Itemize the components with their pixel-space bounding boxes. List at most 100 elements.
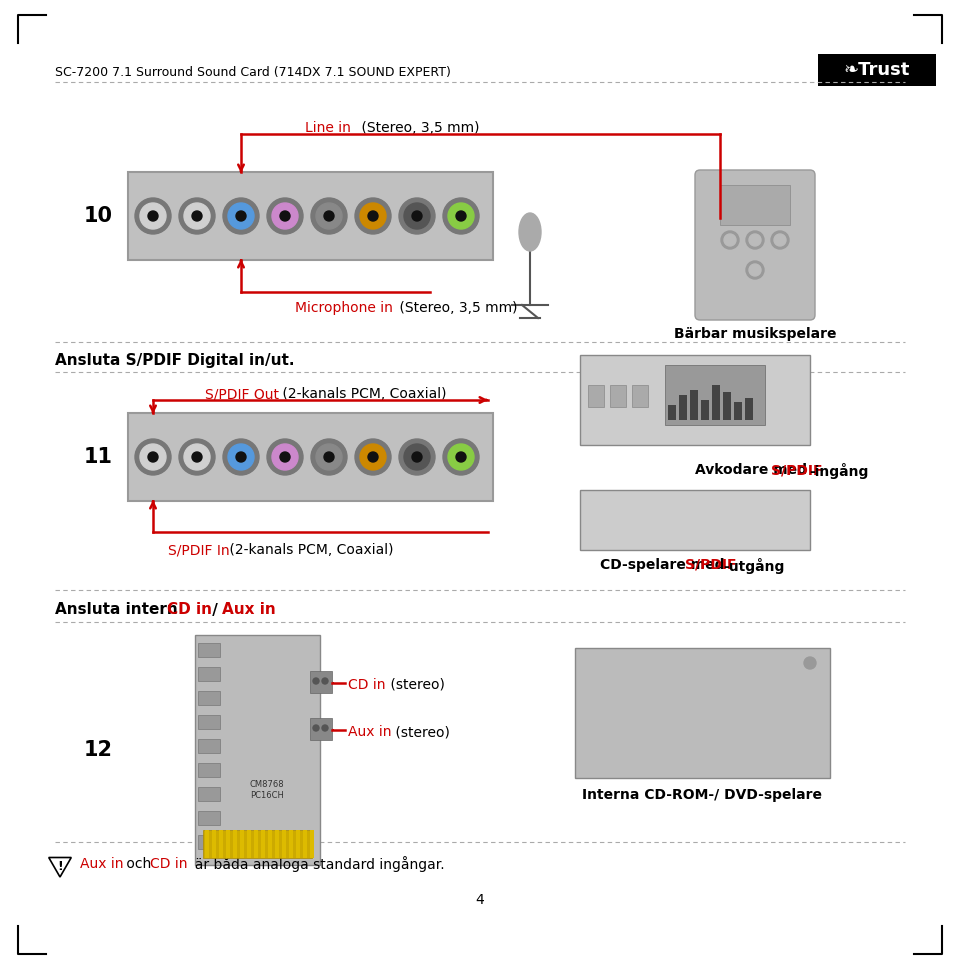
Circle shape <box>448 444 474 470</box>
Circle shape <box>404 203 430 229</box>
Bar <box>575 648 830 778</box>
Text: 10: 10 <box>84 206 112 226</box>
Circle shape <box>179 198 215 234</box>
Text: och: och <box>122 857 156 871</box>
Text: -utgång: -utgång <box>723 558 784 574</box>
Text: Bärbar musikspelare: Bärbar musikspelare <box>674 327 836 341</box>
Circle shape <box>148 452 158 462</box>
Text: CM8768
PC16CH: CM8768 PC16CH <box>250 780 284 799</box>
Bar <box>720 185 790 225</box>
Circle shape <box>228 444 254 470</box>
Circle shape <box>223 198 259 234</box>
Bar <box>632 385 648 407</box>
Bar <box>261 830 265 858</box>
Circle shape <box>228 203 254 229</box>
Bar <box>275 830 279 858</box>
Circle shape <box>412 211 422 221</box>
Circle shape <box>368 452 378 462</box>
Circle shape <box>192 211 202 221</box>
Circle shape <box>749 264 761 276</box>
Circle shape <box>804 657 816 669</box>
Text: CD-spelare med: CD-spelare med <box>600 558 730 572</box>
FancyBboxPatch shape <box>695 170 815 320</box>
Circle shape <box>443 439 479 475</box>
Circle shape <box>236 211 246 221</box>
Bar <box>198 667 220 681</box>
Circle shape <box>771 231 789 249</box>
Bar <box>712 385 720 420</box>
Circle shape <box>399 439 435 475</box>
Text: /: / <box>207 603 223 617</box>
Circle shape <box>322 725 328 731</box>
Circle shape <box>236 452 246 462</box>
Bar <box>195 635 320 865</box>
Text: SC-7200 7.1 Surround Sound Card (714DX 7.1 SOUND EXPERT): SC-7200 7.1 Surround Sound Card (714DX 7… <box>55 66 451 78</box>
Text: ❧Trust: ❧Trust <box>844 61 910 79</box>
Bar <box>679 395 687 420</box>
Bar <box>198 787 220 801</box>
Bar <box>289 830 293 858</box>
Bar <box>580 355 810 445</box>
Bar <box>701 400 709 420</box>
Text: Line in: Line in <box>305 121 350 135</box>
Circle shape <box>412 452 422 462</box>
Text: Interna CD-ROM-/ DVD-spelare: Interna CD-ROM-/ DVD-spelare <box>582 788 822 802</box>
Circle shape <box>355 439 391 475</box>
Circle shape <box>324 452 334 462</box>
Text: (2-kanals PCM, Coaxial): (2-kanals PCM, Coaxial) <box>278 387 446 401</box>
Bar <box>745 398 753 420</box>
Circle shape <box>746 231 764 249</box>
Bar <box>665 365 765 425</box>
Text: är båda analoga standard ingångar.: är båda analoga standard ingångar. <box>186 856 444 872</box>
Circle shape <box>399 198 435 234</box>
Circle shape <box>140 203 166 229</box>
Circle shape <box>223 439 259 475</box>
Circle shape <box>316 203 342 229</box>
Text: (stereo): (stereo) <box>386 678 444 692</box>
Bar <box>233 830 237 858</box>
Text: -ingång: -ingång <box>809 463 869 479</box>
Bar <box>580 490 810 550</box>
Bar <box>296 830 300 858</box>
Circle shape <box>404 444 430 470</box>
Text: CD in: CD in <box>150 857 187 871</box>
Circle shape <box>721 231 739 249</box>
Circle shape <box>456 211 466 221</box>
Bar <box>268 830 272 858</box>
Bar <box>723 392 731 420</box>
Bar <box>588 385 604 407</box>
Circle shape <box>443 198 479 234</box>
Text: Ansluta S/PDIF Digital in/ut.: Ansluta S/PDIF Digital in/ut. <box>55 353 295 367</box>
Text: 12: 12 <box>84 740 112 760</box>
Text: 4: 4 <box>475 893 485 907</box>
Bar <box>610 385 626 407</box>
Bar <box>219 830 223 858</box>
Text: Ansluta intern: Ansluta intern <box>55 603 183 617</box>
Text: Avkodare med: Avkodare med <box>695 463 812 477</box>
Bar <box>247 830 251 858</box>
Circle shape <box>267 198 303 234</box>
Circle shape <box>313 725 319 731</box>
Circle shape <box>272 203 298 229</box>
Bar <box>128 172 493 260</box>
Text: (stereo): (stereo) <box>391 725 450 739</box>
Bar <box>205 830 209 858</box>
Bar <box>310 718 332 740</box>
Circle shape <box>749 234 761 246</box>
Circle shape <box>267 439 303 475</box>
Circle shape <box>324 211 334 221</box>
Circle shape <box>280 452 290 462</box>
Text: Microphone in: Microphone in <box>295 301 393 315</box>
Bar <box>198 835 220 849</box>
Bar <box>310 830 314 858</box>
Circle shape <box>360 203 386 229</box>
Bar <box>198 715 220 729</box>
Circle shape <box>140 444 166 470</box>
Circle shape <box>774 234 786 246</box>
Bar <box>198 811 220 825</box>
Circle shape <box>322 678 328 684</box>
Circle shape <box>184 203 210 229</box>
Bar <box>198 763 220 777</box>
Text: CD in: CD in <box>167 603 212 617</box>
Circle shape <box>746 261 764 279</box>
